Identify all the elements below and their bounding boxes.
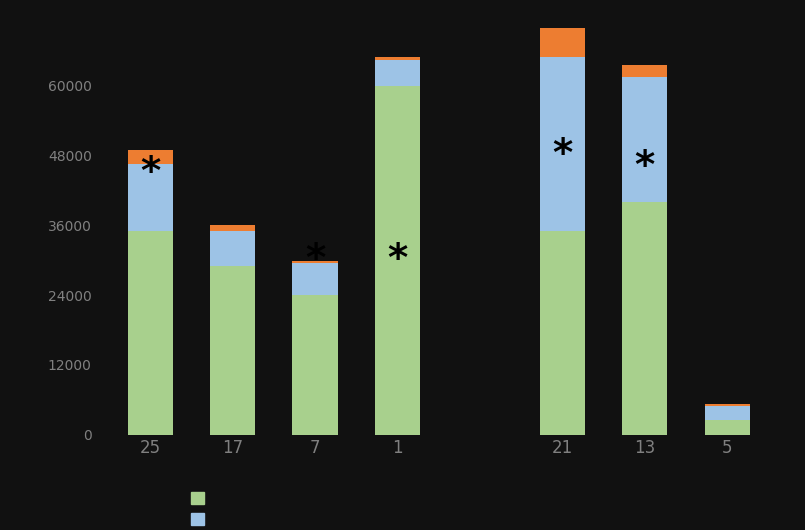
Bar (210, 225, 255, 231)
Bar (127, 231, 173, 435)
Text: *: * (552, 136, 572, 174)
Legend: , , : , , (186, 486, 212, 530)
Bar (704, 405, 750, 420)
Bar (292, 263, 338, 295)
Bar (539, 231, 585, 435)
Text: *: * (305, 241, 325, 279)
Bar (622, 202, 667, 435)
Bar (292, 295, 338, 435)
Text: *: * (634, 148, 655, 186)
Bar (292, 261, 338, 263)
Bar (375, 86, 420, 435)
Bar (704, 420, 750, 435)
Bar (539, 57, 585, 231)
Bar (375, 59, 420, 86)
Bar (539, 28, 585, 57)
Bar (622, 77, 667, 202)
Bar (127, 149, 173, 164)
Text: *: * (387, 241, 407, 279)
Bar (127, 164, 173, 231)
Bar (704, 404, 750, 405)
Text: *: * (140, 154, 160, 192)
Bar (210, 231, 255, 266)
Bar (375, 57, 420, 59)
Bar (622, 65, 667, 77)
Bar (210, 266, 255, 435)
